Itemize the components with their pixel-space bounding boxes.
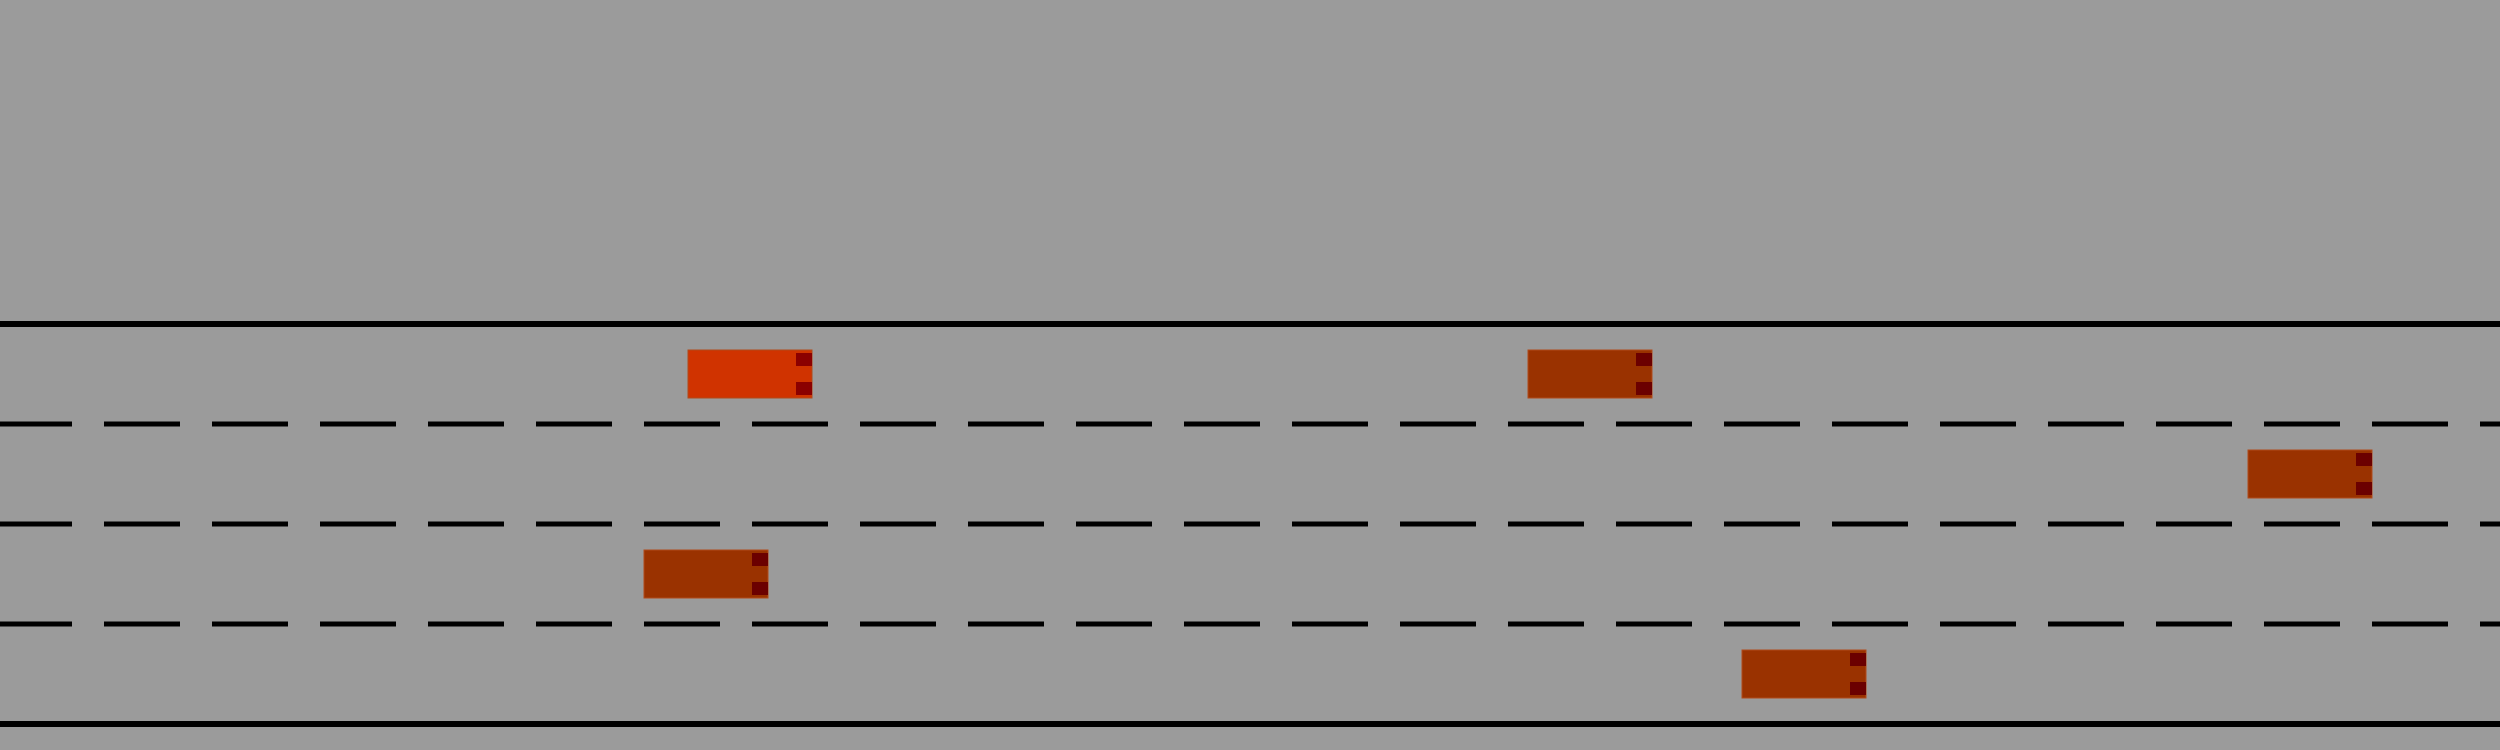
other-vehicle-2: [2247, 449, 2373, 499]
other-vehicle-1-light-right: [1636, 382, 1652, 395]
other-vehicle-3: [643, 549, 769, 599]
other-vehicle-1-light-left: [1636, 353, 1652, 366]
other-vehicle-3-light-left: [752, 553, 768, 566]
other-vehicle-2-light-right: [2356, 482, 2372, 495]
other-vehicle-2-light-left: [2356, 453, 2372, 466]
other-vehicle-3-light-right: [752, 582, 768, 595]
other-vehicle-4: [1741, 649, 1867, 699]
ego-vehicle: [687, 349, 813, 399]
ego-vehicle-light-left: [796, 353, 812, 366]
ego-vehicle-light-right: [796, 382, 812, 395]
other-vehicle-1: [1527, 349, 1653, 399]
other-vehicle-4-light-left: [1850, 653, 1866, 666]
other-vehicle-4-light-right: [1850, 682, 1866, 695]
